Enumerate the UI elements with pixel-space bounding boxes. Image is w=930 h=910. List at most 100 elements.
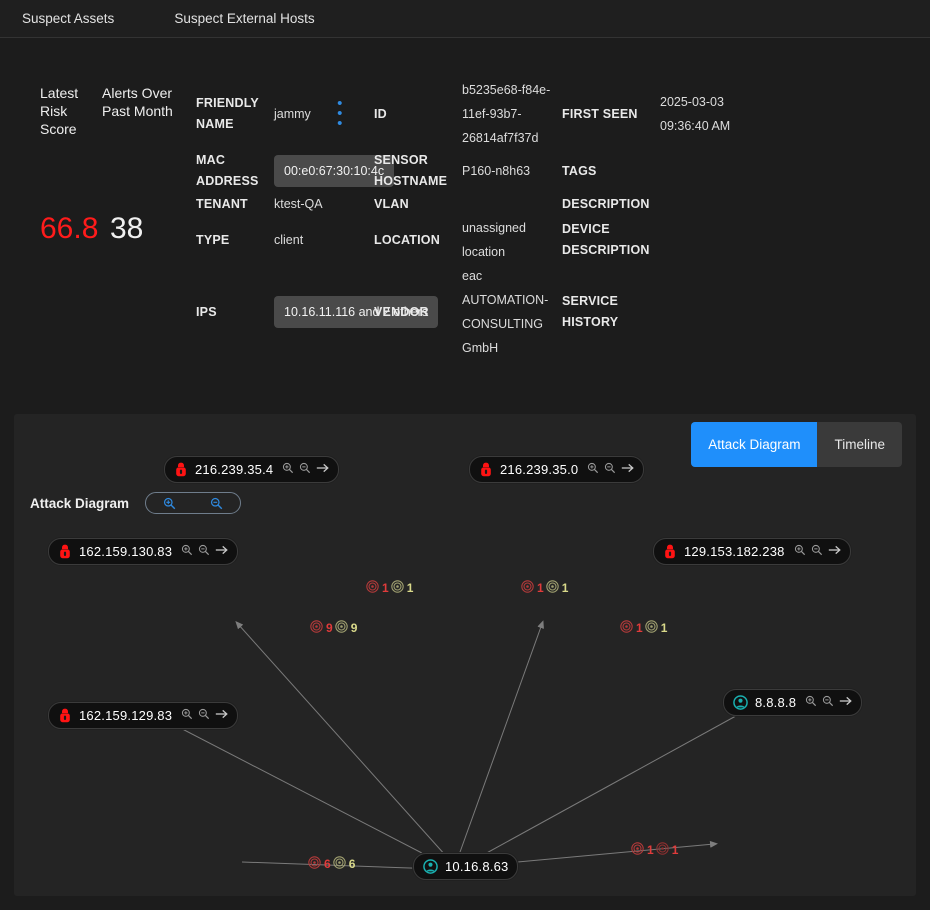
edge-badge-warning: 6 xyxy=(332,856,356,872)
zoom-in-icon[interactable] xyxy=(282,461,294,479)
edge-badge-critical: 1 xyxy=(631,842,654,858)
edge-badge-warning: 1 xyxy=(390,580,413,596)
more-vertical-icon[interactable]: • • • xyxy=(337,95,343,132)
ips-value[interactable]: 10.16.11.116 and 2 others xyxy=(274,296,439,328)
vendor-label: VENDOR xyxy=(374,304,429,319)
attack-diagram-card: Attack Diagram Timeline Attack Diagram xyxy=(14,414,916,896)
arrow-right-icon[interactable] xyxy=(215,707,228,725)
sensor-hostname-value: P160-n8h63 xyxy=(462,164,531,178)
arrow-right-icon[interactable] xyxy=(621,461,635,479)
node-actions[interactable] xyxy=(181,707,228,725)
ips-value-wrap: 10.16.11.116 and 2 others xyxy=(274,296,439,328)
edge-badge-3[interactable]: 1 1 xyxy=(620,620,667,636)
zoom-out-icon[interactable] xyxy=(822,694,834,712)
view-toggle-group: Attack Diagram Timeline xyxy=(691,422,902,467)
node-ip-label: 8.8.8.8 xyxy=(755,695,797,710)
node-162-159-130-83[interactable]: 162.159.130.83 xyxy=(48,538,239,565)
tenant-label: TENANT xyxy=(196,196,248,211)
edge-badge-critical: 6 xyxy=(308,856,331,872)
latest-risk-score-value: 66.8 xyxy=(40,212,99,245)
zoom-in-icon[interactable] xyxy=(794,543,806,561)
zoom-in-icon[interactable] xyxy=(163,497,176,510)
diagram-zoom-controls[interactable] xyxy=(145,492,242,514)
node-actions[interactable] xyxy=(282,461,330,479)
edge-badge-4[interactable]: 6 6 xyxy=(308,856,355,872)
tab-attack-diagram[interactable]: Attack Diagram xyxy=(691,422,818,467)
zoom-out-icon[interactable] xyxy=(604,461,616,479)
zoom-out-icon[interactable] xyxy=(299,461,311,479)
node-actions[interactable] xyxy=(805,694,852,712)
target-icon xyxy=(655,842,669,858)
edge-badge-secondary-count: 1 xyxy=(671,843,679,857)
sensor-hostname-label: SENSOR HOSTNAME xyxy=(374,153,448,188)
node-129-153-182-238[interactable]: 129.153.182.238 xyxy=(653,538,851,565)
node-ip-label: 129.153.182.238 xyxy=(684,544,785,559)
score-summary: Latest Risk Score Alerts Over Past Month… xyxy=(40,84,190,246)
location-label: LOCATION xyxy=(374,232,440,247)
edge-badge-critical-count: 9 xyxy=(326,621,333,635)
tab-suspect-external-hosts[interactable]: Suspect External Hosts xyxy=(174,11,315,26)
edge-badge-1[interactable]: 1 1 xyxy=(521,580,568,596)
zoom-out-icon[interactable] xyxy=(811,543,823,561)
diagram-title-row: Attack Diagram xyxy=(30,492,242,514)
type-value: client xyxy=(274,233,304,247)
tab-suspect-assets[interactable]: Suspect Assets xyxy=(22,11,115,26)
latest-risk-score-label: Latest Risk Score xyxy=(40,85,79,137)
zoom-in-icon[interactable] xyxy=(805,694,817,712)
edge-badge-warning: 1 xyxy=(545,580,569,596)
target-icon xyxy=(334,620,348,636)
threat-actor-icon xyxy=(479,462,493,477)
arrow-right-icon[interactable] xyxy=(839,694,852,712)
tab-timeline[interactable]: Timeline xyxy=(834,437,885,452)
diagram-canvas[interactable]: 216.239.35.4 xyxy=(14,414,916,896)
mac-address-value-wrap: 00:e0:67:30:10:4c xyxy=(274,155,395,187)
node-8-8-8-8[interactable]: 8.8.8.8 xyxy=(723,689,863,716)
target-icon xyxy=(366,580,379,596)
target-icon xyxy=(332,856,346,872)
edge-badge-warning-count: 6 xyxy=(348,857,356,871)
edge-badge-5[interactable]: 1 1 xyxy=(631,842,678,858)
node-216-239-35-4[interactable]: 216.239.35.4 xyxy=(164,456,340,483)
edge-badge-critical: 1 xyxy=(620,620,643,636)
edge-badge-2[interactable]: 9 9 xyxy=(310,620,357,636)
zoom-in-icon[interactable] xyxy=(587,461,599,479)
arrow-right-icon[interactable] xyxy=(215,543,228,561)
threat-actor-icon xyxy=(58,708,72,723)
target-icon xyxy=(631,842,644,858)
zoom-out-icon[interactable] xyxy=(210,497,223,510)
zoom-in-icon[interactable] xyxy=(181,707,193,725)
first-seen-value: 2025-03-03 09:36:40 AM xyxy=(660,95,731,133)
target-icon xyxy=(390,580,404,596)
arrow-right-icon[interactable] xyxy=(316,461,330,479)
id-value: b5235e68-f84e-11ef-93b7-26814af7f37d xyxy=(462,83,551,145)
arrow-right-icon[interactable] xyxy=(828,543,841,561)
alerts-past-month-value: 38 xyxy=(110,212,144,245)
zoom-out-icon[interactable] xyxy=(198,707,210,725)
mac-address-value[interactable]: 00:e0:67:30:10:4c xyxy=(274,155,395,187)
asset-detail-panel: Latest Risk Score Alerts Over Past Month… xyxy=(0,38,930,408)
target-icon xyxy=(308,856,321,872)
asset-attributes-grid: FRIENDLY NAME jammy • • • ID b5235e68-f84e… xyxy=(196,78,916,360)
vendor-value: eac AUTOMATION-CONSULTING GmbH xyxy=(462,269,549,355)
node-actions[interactable] xyxy=(181,543,228,561)
edge-badge-critical-count: 6 xyxy=(324,857,331,871)
edge-badge-warning: 9 xyxy=(334,620,358,636)
node-actions[interactable] xyxy=(587,461,635,479)
edge-badge-critical: 9 xyxy=(310,620,333,636)
node-ip-label: 216.239.35.0 xyxy=(500,462,579,477)
user-circle-icon xyxy=(423,859,438,874)
edge-badge-warning-count: 1 xyxy=(660,621,668,635)
node-162-159-129-83[interactable]: 162.159.129.83 xyxy=(48,702,239,729)
node-center-10-16-8-63[interactable]: 10.16.8.63 xyxy=(413,853,519,880)
type-label: TYPE xyxy=(196,232,230,247)
edge-badge-warning-count: 1 xyxy=(561,581,569,595)
zoom-out-icon[interactable] xyxy=(198,543,210,561)
zoom-in-icon[interactable] xyxy=(181,543,193,561)
threat-actor-icon xyxy=(58,544,72,559)
edge-badge-warning-count: 9 xyxy=(350,621,358,635)
alerts-past-month-label: Alerts Over Past Month xyxy=(102,85,173,119)
node-216-239-35-0[interactable]: 216.239.35.0 xyxy=(469,456,645,483)
node-actions[interactable] xyxy=(794,543,841,561)
edge-badge-0[interactable]: 1 1 xyxy=(366,580,413,596)
